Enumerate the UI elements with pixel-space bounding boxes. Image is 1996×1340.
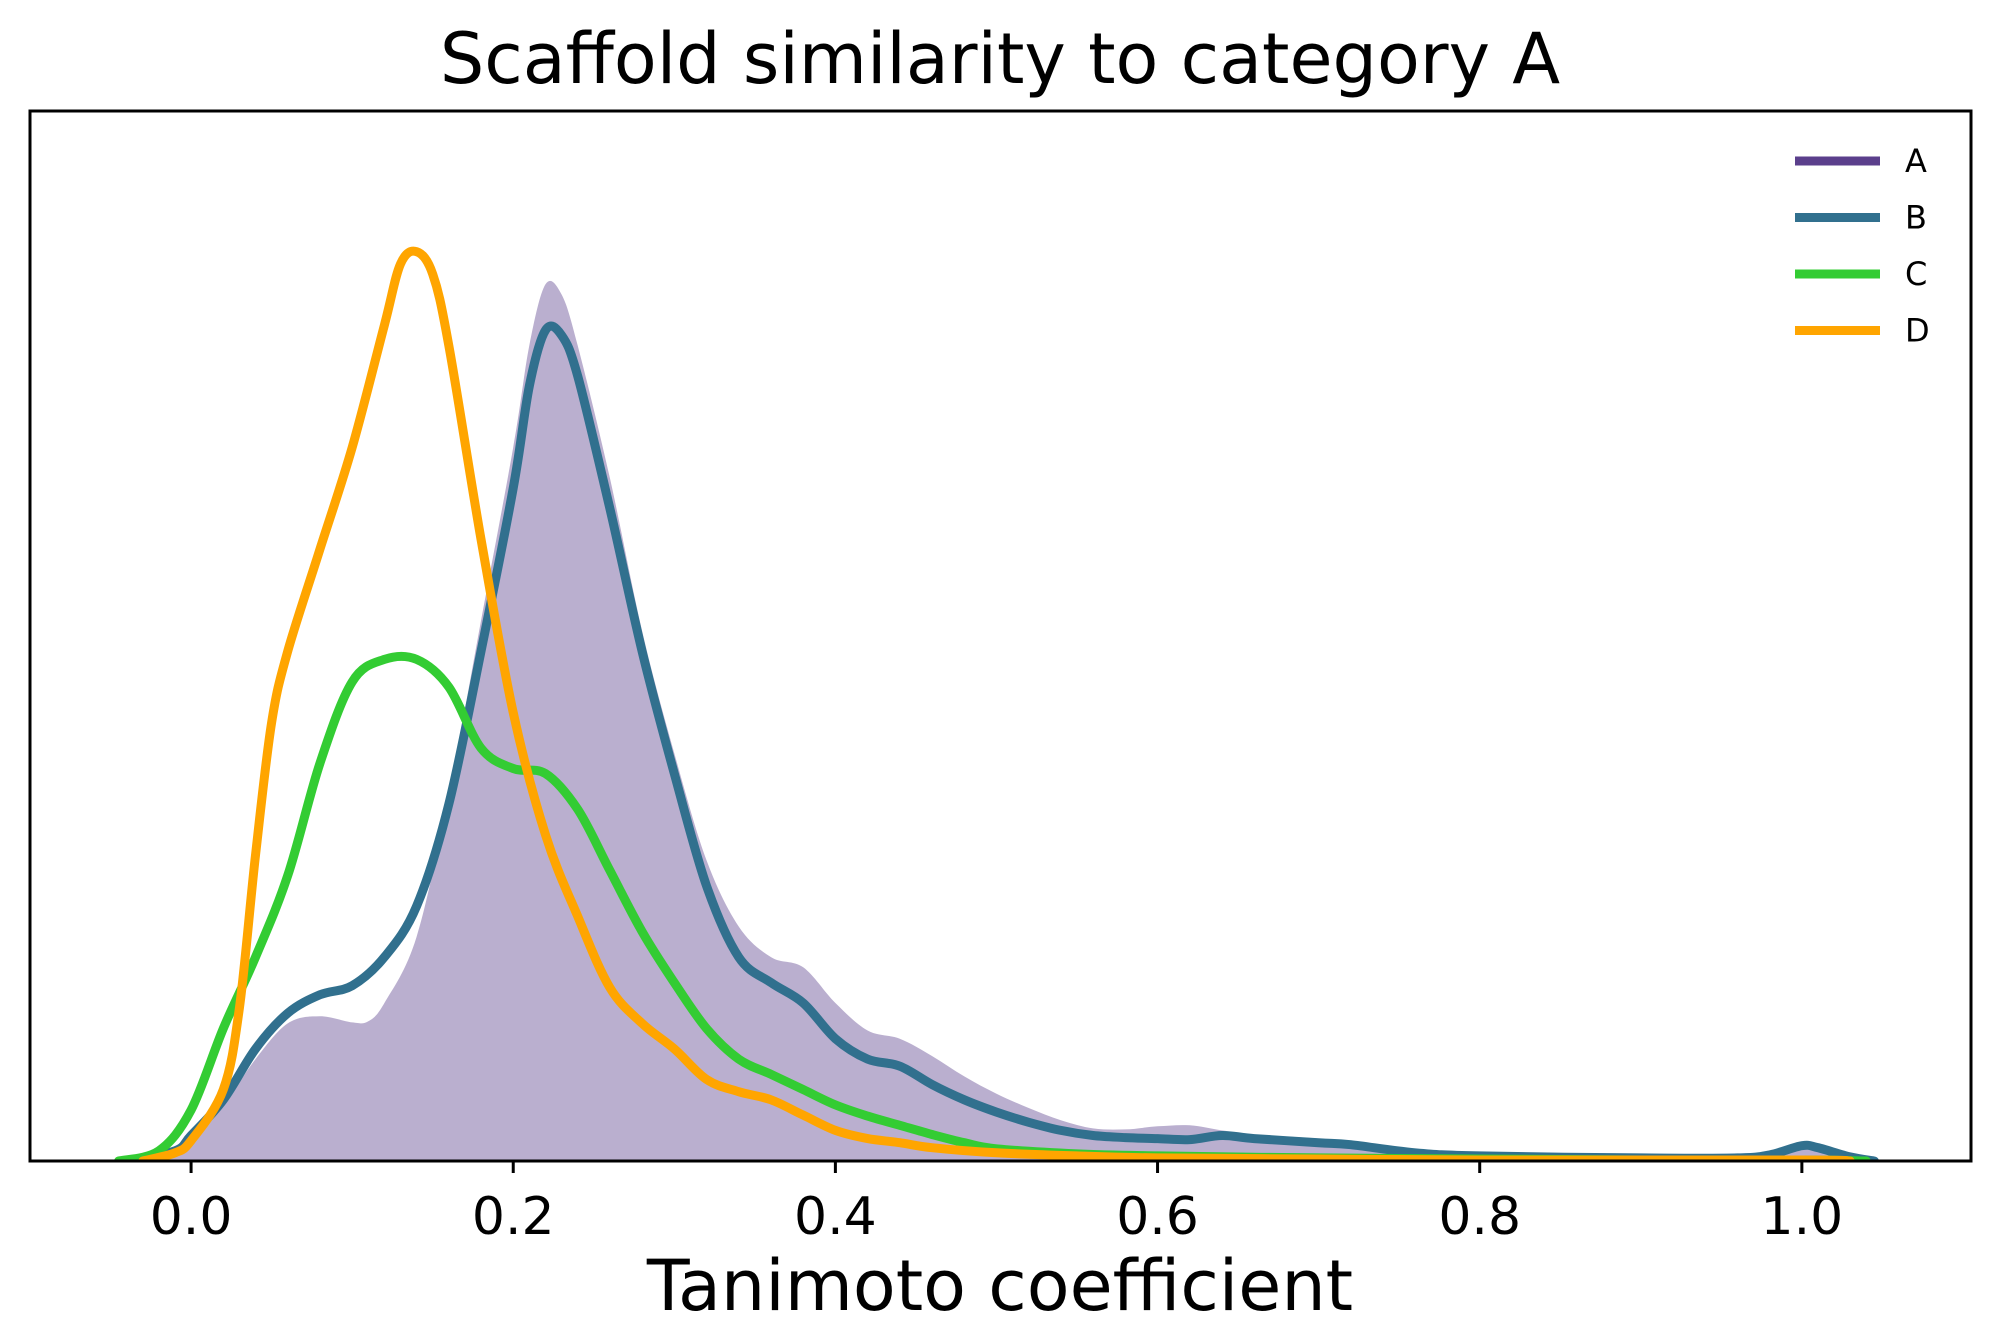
legend-label-b: B	[1905, 199, 1927, 237]
legend-item-a: A	[1795, 142, 1927, 180]
x-tick-label: 0.8	[1438, 1187, 1521, 1247]
legend-label-c: C	[1905, 255, 1927, 293]
series-a-area	[126, 280, 1875, 1161]
x-axis-label: Tanimoto coefficient	[646, 1245, 1353, 1327]
x-tick-label: 1.0	[1761, 1187, 1844, 1247]
legend-item-b: B	[1795, 199, 1927, 237]
plot-area	[28, 109, 1973, 1163]
x-tick-label: 0.6	[1116, 1187, 1199, 1247]
series-d-line	[138, 246, 1855, 1161]
series-b-line	[122, 321, 1879, 1161]
legend-item-d: D	[1795, 312, 1930, 350]
series-layer	[114, 246, 1879, 1161]
x-axis: 0.0 0.2 0.4 0.6 0.8 1.0	[150, 1161, 1843, 1247]
x-tick-label: 0.0	[150, 1187, 233, 1247]
legend-item-c: C	[1795, 255, 1927, 293]
legend-label-d: D	[1905, 312, 1930, 350]
chart-title: Scaffold similarity to category A	[440, 18, 1560, 100]
plot-frame	[28, 109, 1973, 1163]
legend-label-a: A	[1905, 142, 1927, 180]
x-tick-label: 0.4	[794, 1187, 877, 1247]
x-tick-label: 0.2	[472, 1187, 555, 1247]
